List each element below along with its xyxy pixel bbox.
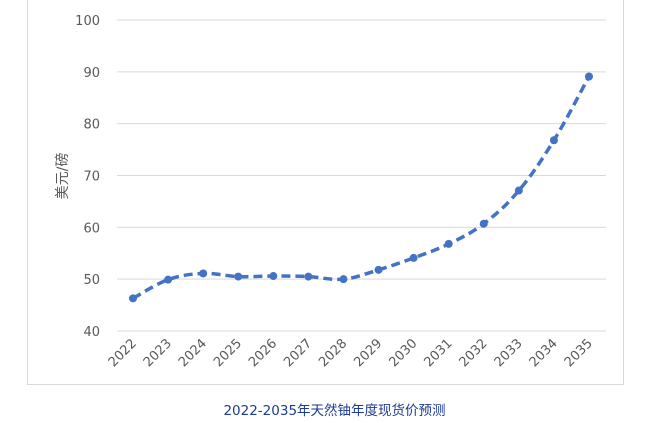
x-tick-label: 2026 bbox=[246, 336, 280, 370]
x-tick-label: 2032 bbox=[457, 336, 491, 370]
data-point bbox=[164, 275, 173, 284]
data-point bbox=[269, 272, 278, 281]
series-group bbox=[129, 72, 593, 303]
y-axis-ticks: 40 50 60 70 80 90 100 bbox=[75, 14, 100, 340]
y-tick-label: 40 bbox=[83, 325, 100, 340]
x-tick-label: 2028 bbox=[316, 336, 350, 370]
data-point bbox=[304, 272, 313, 281]
x-tick-label: 2024 bbox=[176, 336, 210, 370]
x-tick-label: 2025 bbox=[211, 336, 245, 370]
data-point bbox=[234, 272, 243, 281]
x-tick-label: 2029 bbox=[351, 336, 385, 370]
x-tick-label: 2034 bbox=[527, 336, 561, 370]
x-tick-label: 2033 bbox=[492, 336, 526, 370]
x-tick-label: 2023 bbox=[141, 336, 175, 370]
data-point bbox=[479, 219, 488, 228]
x-tick-label: 2031 bbox=[422, 336, 456, 370]
y-tick-label: 80 bbox=[83, 118, 100, 133]
chart-frame bbox=[27, 0, 624, 385]
grid-lines bbox=[117, 19, 606, 332]
data-point bbox=[549, 136, 558, 145]
data-point bbox=[129, 294, 137, 303]
data-point bbox=[585, 72, 593, 81]
data-point bbox=[199, 269, 208, 278]
y-tick-label: 50 bbox=[83, 273, 100, 288]
y-tick-label: 100 bbox=[75, 14, 100, 29]
x-tick-label: 2022 bbox=[106, 336, 140, 370]
data-point bbox=[339, 275, 348, 284]
data-point bbox=[514, 186, 523, 195]
x-axis-ticks: 2022 2023 2024 2025 2026 2027 2028 2029 2030 2031… bbox=[106, 336, 596, 370]
x-tick-label: 2030 bbox=[386, 336, 420, 370]
x-tick-label: 2035 bbox=[562, 336, 596, 370]
data-point bbox=[409, 253, 418, 262]
chart-caption: 2022-2035年天然铀年度现货价预测 bbox=[223, 403, 446, 419]
y-tick-label: 90 bbox=[83, 66, 100, 81]
y-axis-title: 美元/磅 bbox=[54, 153, 71, 200]
x-tick-label: 2027 bbox=[281, 336, 315, 370]
data-point bbox=[444, 239, 453, 248]
y-tick-label: 60 bbox=[83, 221, 100, 236]
y-tick-label: 70 bbox=[83, 170, 100, 185]
data-point bbox=[374, 265, 383, 274]
